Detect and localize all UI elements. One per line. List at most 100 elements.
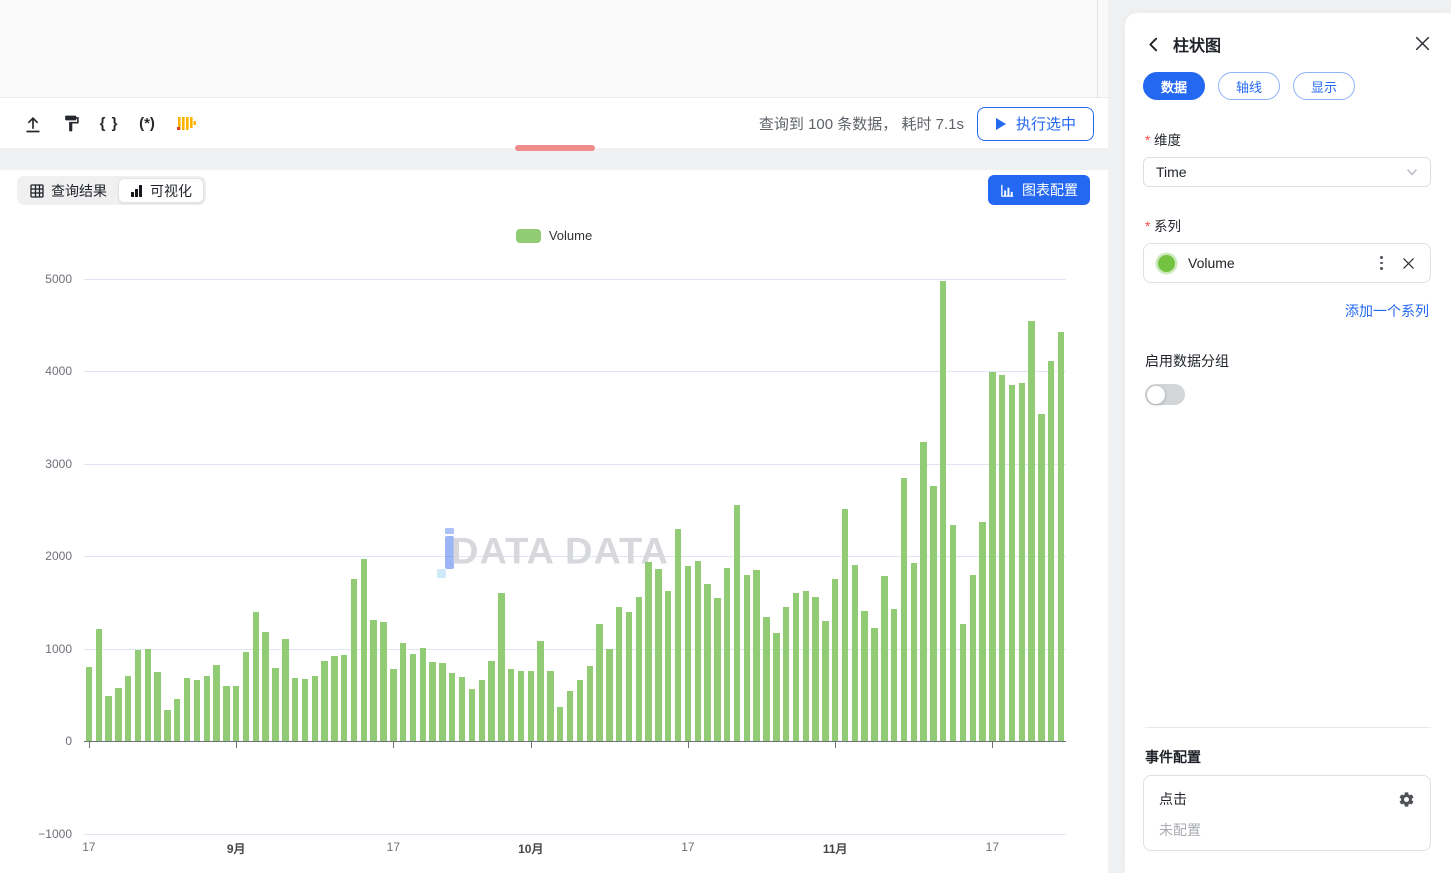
bar[interactable] — [547, 670, 554, 741]
upload-icon[interactable] — [21, 112, 45, 136]
bar[interactable] — [625, 611, 633, 741]
bar[interactable] — [468, 689, 476, 741]
bar[interactable] — [851, 565, 859, 741]
bar[interactable] — [370, 619, 377, 741]
bar[interactable] — [861, 610, 868, 741]
bar[interactable] — [399, 642, 407, 741]
paint-roller-icon[interactable] — [59, 112, 83, 136]
bar[interactable] — [910, 563, 917, 741]
bar[interactable] — [272, 667, 279, 741]
bar[interactable] — [586, 666, 593, 741]
bar[interactable] — [733, 505, 741, 741]
bar[interactable] — [606, 649, 613, 741]
bar[interactable] — [144, 648, 152, 741]
bar[interactable] — [498, 593, 505, 741]
bar[interactable] — [419, 647, 426, 741]
bar[interactable] — [1018, 383, 1025, 741]
bar[interactable] — [193, 679, 201, 741]
bar[interactable] — [134, 650, 142, 741]
bar[interactable] — [301, 679, 309, 741]
bar[interactable] — [95, 629, 102, 741]
bar[interactable] — [773, 632, 780, 741]
bar[interactable] — [900, 478, 908, 741]
bar[interactable] — [291, 678, 299, 741]
bar[interactable] — [341, 654, 348, 741]
bar[interactable] — [684, 566, 692, 741]
bar[interactable] — [154, 672, 161, 741]
gear-icon[interactable] — [1398, 791, 1415, 808]
tab-query-result[interactable]: 查询结果 — [19, 178, 118, 203]
bar[interactable] — [429, 662, 436, 741]
legend-item-volume[interactable]: Volume — [515, 228, 592, 243]
bar[interactable] — [449, 673, 456, 741]
bar[interactable] — [390, 668, 397, 741]
bar[interactable] — [743, 574, 751, 741]
bar[interactable] — [635, 596, 643, 741]
bar[interactable] — [841, 508, 849, 741]
remove-series-icon[interactable] — [1401, 256, 1416, 271]
bar[interactable] — [763, 617, 770, 741]
bar[interactable] — [105, 695, 112, 741]
bar[interactable] — [223, 685, 230, 741]
bar[interactable] — [979, 521, 986, 741]
bar[interactable] — [321, 660, 328, 741]
bar[interactable] — [360, 558, 368, 741]
bar[interactable] — [537, 641, 544, 741]
kebab-menu-icon[interactable] — [1376, 252, 1387, 273]
bar[interactable] — [557, 706, 564, 741]
bar[interactable] — [566, 691, 574, 741]
bar[interactable] — [782, 606, 790, 741]
bar[interactable] — [832, 579, 839, 741]
tab-visualization[interactable]: 可视化 — [118, 178, 204, 203]
bar[interactable] — [812, 596, 819, 741]
bar[interactable] — [645, 562, 652, 741]
bar[interactable] — [1057, 332, 1065, 741]
bar[interactable] — [350, 579, 358, 741]
bar[interactable] — [792, 593, 800, 741]
bar[interactable] — [311, 676, 318, 741]
bar[interactable] — [409, 654, 417, 741]
bar[interactable] — [871, 628, 878, 741]
panel-tab-轴线[interactable]: 轴线 — [1218, 72, 1281, 100]
regex-icon[interactable]: (*) — [139, 115, 155, 132]
bar[interactable] — [753, 569, 760, 741]
bar[interactable] — [174, 698, 181, 741]
bar[interactable] — [724, 568, 731, 741]
braces-icon[interactable]: { } — [99, 115, 119, 132]
series-color-dot[interactable] — [1158, 254, 1175, 272]
bar[interactable] — [998, 374, 1006, 741]
bar[interactable] — [1048, 360, 1055, 741]
bar[interactable] — [331, 655, 338, 741]
bar[interactable] — [115, 687, 122, 741]
grouping-toggle[interactable] — [1145, 384, 1185, 405]
bar[interactable] — [380, 621, 387, 741]
bar[interactable] — [930, 485, 937, 741]
chart-config-button[interactable]: 图表配置 — [988, 175, 1090, 205]
bar[interactable] — [704, 583, 711, 741]
bar[interactable] — [959, 623, 967, 741]
bar[interactable] — [969, 575, 976, 741]
bar[interactable] — [458, 677, 466, 741]
bar[interactable] — [85, 667, 93, 741]
bar[interactable] — [203, 676, 210, 741]
bar[interactable] — [920, 442, 927, 741]
bar[interactable] — [164, 710, 171, 741]
bar[interactable] — [714, 597, 721, 741]
bar[interactable] — [282, 639, 289, 741]
panel-tab-显示[interactable]: 显示 — [1293, 72, 1356, 100]
dimension-select[interactable]: Time — [1143, 157, 1431, 187]
close-icon[interactable] — [1414, 35, 1431, 52]
bar[interactable] — [665, 591, 672, 741]
bar[interactable] — [233, 685, 240, 741]
bar[interactable] — [1028, 321, 1035, 741]
bar[interactable] — [1038, 413, 1045, 741]
bar[interactable] — [517, 670, 525, 741]
bar[interactable] — [881, 576, 888, 741]
resize-drag-handle[interactable] — [515, 145, 595, 151]
bar[interactable] — [674, 529, 682, 741]
bar[interactable] — [576, 679, 584, 741]
back-icon[interactable] — [1145, 36, 1162, 53]
bar[interactable] — [615, 606, 623, 741]
bar[interactable] — [252, 612, 260, 741]
bar[interactable] — [213, 665, 220, 741]
